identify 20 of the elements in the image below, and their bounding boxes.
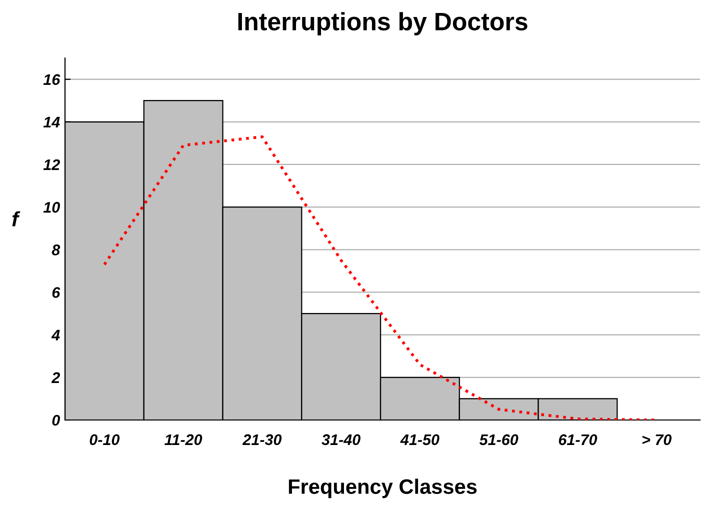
y-tick-label: 2 bbox=[51, 372, 60, 383]
y-tick-label: 14 bbox=[43, 116, 60, 128]
x-tick-label: 21-30 bbox=[242, 434, 282, 446]
y-tick-label: 4 bbox=[51, 330, 60, 340]
y-tick-label: 16 bbox=[43, 74, 60, 85]
x-tick-label: 31-40 bbox=[322, 434, 360, 446]
x-tick-label: 0-10 bbox=[90, 434, 120, 446]
x-axis-title: Frequency Classes bbox=[288, 478, 477, 498]
x-tick-label: 51-60 bbox=[479, 434, 518, 446]
x-tick-label: 11-20 bbox=[164, 434, 202, 446]
y-tick-label: 8 bbox=[52, 244, 60, 256]
x-tick-label: 41-50 bbox=[400, 434, 440, 446]
x-tick-label: > 70 bbox=[642, 434, 672, 446]
y-axis-title: f bbox=[12, 211, 20, 226]
y-tick-label: 10 bbox=[43, 202, 60, 213]
x-tick-label: 61-70 bbox=[558, 434, 598, 446]
y-tick-label: 12 bbox=[43, 159, 60, 170]
y-tick-label: 6 bbox=[52, 287, 60, 298]
chart-title: Interruptions by Doctors bbox=[238, 12, 528, 36]
y-tick-label: 0 bbox=[52, 414, 60, 426]
